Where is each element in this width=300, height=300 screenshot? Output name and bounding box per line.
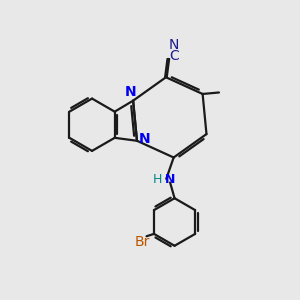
Text: Br: Br bbox=[134, 235, 150, 249]
Text: C: C bbox=[169, 49, 178, 63]
Text: N: N bbox=[165, 173, 175, 186]
Text: N: N bbox=[169, 38, 179, 52]
Text: H: H bbox=[153, 173, 163, 186]
Text: N: N bbox=[125, 85, 136, 99]
Text: N: N bbox=[139, 132, 151, 146]
